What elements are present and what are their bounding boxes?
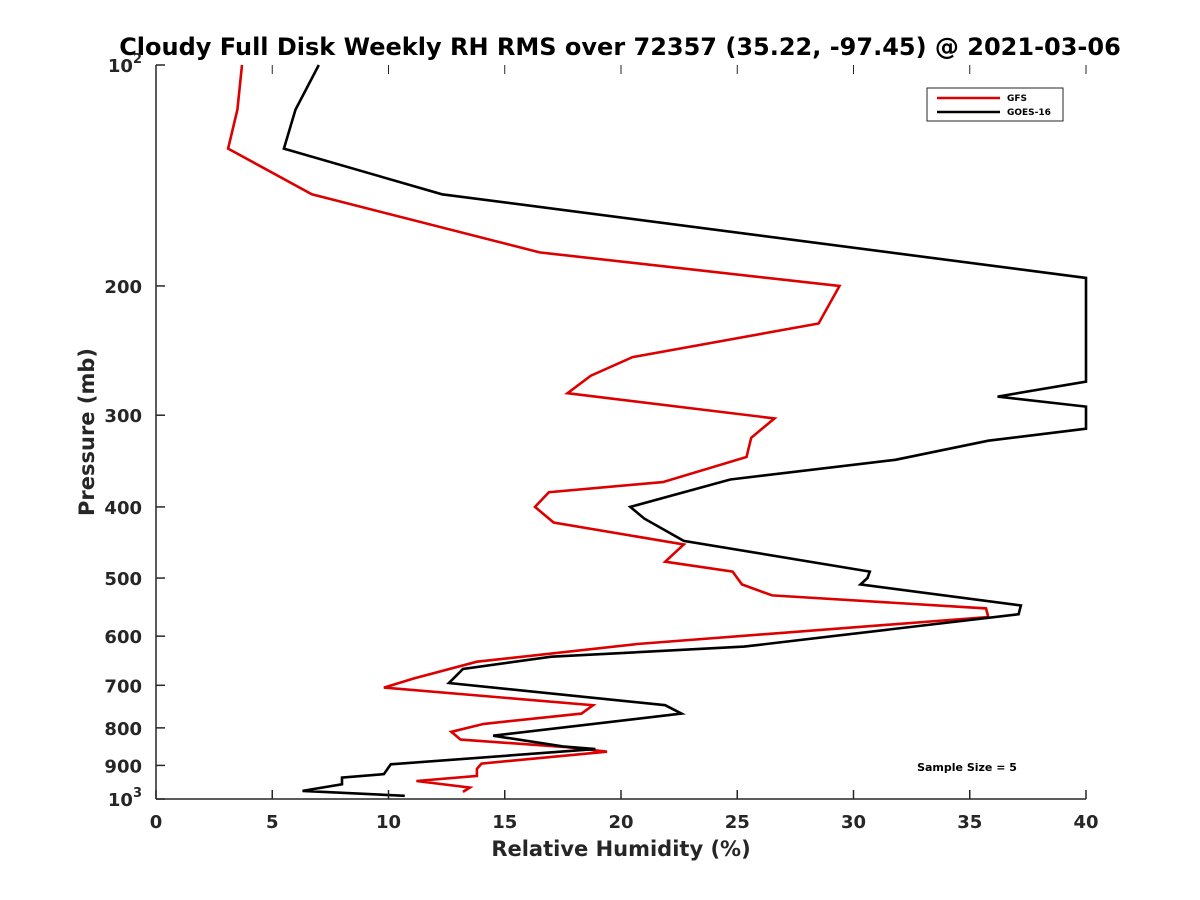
x-tick-label: 40 [1073,812,1098,833]
y-tick-label: 500 [104,569,142,590]
legend-label: GOES-16 [1007,108,1051,118]
chart-title: Cloudy Full Disk Weekly RH RMS over 7235… [119,33,1121,61]
x-tick-label: 5 [266,812,279,833]
legend-label: GFS [1007,94,1027,104]
y-tick-label: 300 [104,406,142,427]
y-tick-base: 10 [108,790,133,811]
x-axis-ticks: 0 5 10 15 20 25 30 35 40 [150,65,1099,833]
y-tick-exponent: 3 [133,786,142,801]
y-tick-label: 700 [104,676,142,697]
y-tick-label: 400 [104,498,142,519]
series-layer [226,64,1088,798]
y-tick-label: 200 [104,277,142,298]
y-tick-base: 10 [108,56,133,77]
plot-area: 0 5 10 15 20 25 30 35 40 10220030040050060070080… [104,52,1098,833]
y-tick-label: 102 [108,52,142,77]
y-tick-label: 600 [104,627,142,648]
plot-background [156,65,1086,799]
x-tick-label: 20 [608,812,633,833]
x-tick-label: 30 [841,812,866,833]
legend: GFS GOES-16 [926,87,1064,122]
y-tick-exponent: 2 [133,52,142,67]
y-tick-label: 800 [104,719,142,740]
x-tick-label: 35 [957,812,982,833]
sample-size-annotation: Sample Size = 5 [917,761,1017,774]
y-tick-label: 103 [108,786,142,811]
series-line-goes-16 [282,64,1088,798]
legend-box [926,87,1064,122]
x-tick-label: 0 [150,812,163,833]
x-tick-label: 15 [492,812,517,833]
x-axis-label: Relative Humidity (%) [491,837,750,861]
y-axis-label: Pressure (mb) [75,348,99,516]
x-tick-label: 10 [376,812,401,833]
x-tick-label: 25 [725,812,750,833]
y-tick-label: 900 [104,756,142,777]
